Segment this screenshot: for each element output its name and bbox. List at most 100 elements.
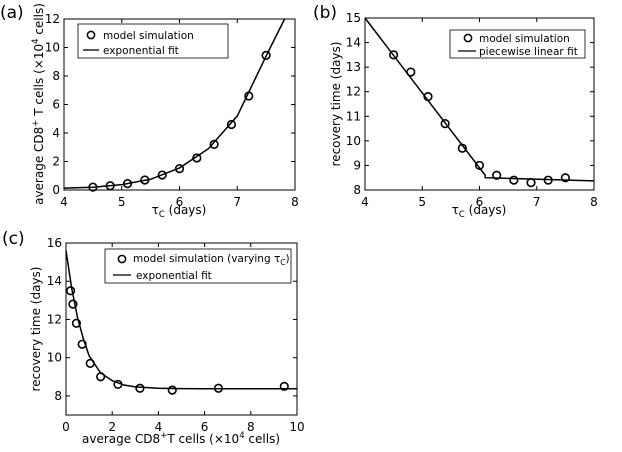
chart-panel-a: (a) 4 5 6 7 8 0 2 4 6 8 10 12 τC (days) average CD8… [0,3,299,220]
data-point-marker [66,286,76,296]
piecewise-linear-fit-line-b [364,17,595,182]
y-axis-label-b: recovery time (days) [329,42,343,167]
legend-label-simulation-a: model simulation [103,30,194,42]
y-tick-label: 4 [52,126,60,140]
data-point-marker [560,173,570,183]
y-tick-label: 15 [346,11,361,25]
x-tick-label: 7 [533,195,541,209]
axes-b: 4 5 6 7 8 8 9 10 11 12 13 14 15 [346,11,598,209]
x-tick-label: 4 [60,195,68,209]
y-tick-label: 8 [52,69,60,83]
x-tick-label: 8 [590,195,598,209]
y-tick-label: 10 [47,351,62,365]
data-point-marker [135,383,145,393]
data-point-marker [105,181,115,191]
legend-c: model simulation (varying τC) exponentia… [104,248,292,284]
data-point-marker [543,175,553,185]
x-tick-label: 4 [361,195,369,209]
exponential-fit-line-a [63,18,286,189]
x-axis-label-b: τC (days) [452,203,507,220]
data-point-marker [226,119,237,130]
y-tick-label: 16 [47,236,62,250]
legend-marker-icon-a [86,30,96,40]
data-point-marker [209,139,219,149]
x-tick-label: 8 [247,420,255,434]
data-point-marker [244,91,254,101]
x-tick-label: 7 [233,195,241,209]
y-tick-label: 14 [346,36,361,50]
data-point-marker [261,50,271,60]
x-tick-label: 10 [289,420,304,434]
x-tick-label: 6 [201,420,209,434]
data-point-marker [167,385,177,395]
data-point-marker [77,339,87,349]
y-axis-label-a: average CD8+ T cells (×104 cells) [31,3,46,205]
panel-label-b: (b) [313,3,337,23]
legend-box-b [449,29,586,59]
axes-frame-b [364,17,595,191]
data-point-marker [88,182,98,192]
y-tick-label: 11 [346,109,361,123]
data-point-marker [192,153,202,163]
data-point-marker [140,175,150,185]
data-point-marker [492,170,502,180]
x-tick-label: 4 [155,420,163,434]
legend-box-a [77,23,229,59]
y-axis-label-c: recovery time (days) [29,267,43,392]
x-tick-label: 2 [108,420,116,434]
y-tick-label: 12 [346,85,361,99]
panel-label-c: (c) [2,229,25,249]
data-point-marker [85,358,95,369]
markers-b [389,50,570,188]
chart-panel-c: (c) 0 2 4 6 8 10 8 10 12 14 16 average CD8+T cells… [2,229,305,446]
legend-marker-icon-c [117,254,127,264]
legend-label-fit-a: exponential fit [103,45,179,57]
axes-frame-a [63,18,296,191]
legend-marker-icon-b [463,33,473,43]
data-point-marker [174,164,185,174]
axes-frame-c [65,242,298,416]
legend-label-fit-b: piecewise linear fit [479,46,578,58]
legend-label-simulation-b: model simulation [479,33,570,45]
x-tick-label: 6 [476,195,484,209]
data-point-marker [440,119,450,129]
x-tick-label: 5 [118,195,126,209]
y-tick-label: 13 [346,60,361,74]
y-tick-label: 2 [52,155,60,169]
x-axis-label-a: τC (days) [152,203,207,220]
data-point-marker [96,372,106,382]
legend-label-simulation-c: model simulation (varying τC) [133,253,290,267]
markers-a [88,50,271,192]
x-tick-label: 0 [62,420,70,434]
y-tick-label: 0 [52,183,60,197]
y-tick-label: 12 [45,12,60,26]
x-tick-label: 8 [291,195,299,209]
data-point-marker [423,92,433,102]
legend-box-c [104,248,292,284]
y-tick-label: 14 [47,274,62,288]
x-tick-label: 6 [176,195,184,209]
y-tick-label: 10 [45,41,60,55]
data-point-marker [122,178,133,189]
data-point-marker [526,178,536,188]
y-tick-label: 8 [353,183,361,197]
data-point-marker [157,170,167,180]
data-point-marker [68,299,78,309]
data-point-marker [113,379,123,390]
y-tick-label: 12 [47,312,62,326]
legend-label-fit-c: exponential fit [136,270,212,282]
data-point-marker [213,383,224,393]
legend-a: model simulation exponential fit [77,23,229,59]
y-tick-label: 6 [52,98,60,112]
chart-panel-b: (b) 4 5 6 7 8 8 9 10 11 12 13 14 15 τC (days) recove… [313,3,598,220]
y-tick-label: 9 [353,158,361,172]
markers-c [66,286,289,395]
panel-label-a: (a) [0,3,24,23]
exponential-fit-line-c [65,250,297,390]
data-point-marker [509,175,519,185]
data-point-marker [406,67,416,77]
y-tick-label: 10 [346,134,361,148]
x-tick-label: 5 [418,195,426,209]
data-point-marker [457,143,467,153]
